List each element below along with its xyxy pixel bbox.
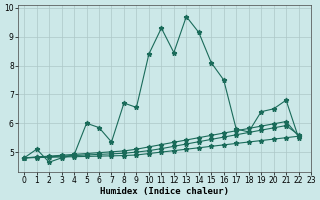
X-axis label: Humidex (Indice chaleur): Humidex (Indice chaleur) bbox=[100, 187, 229, 196]
